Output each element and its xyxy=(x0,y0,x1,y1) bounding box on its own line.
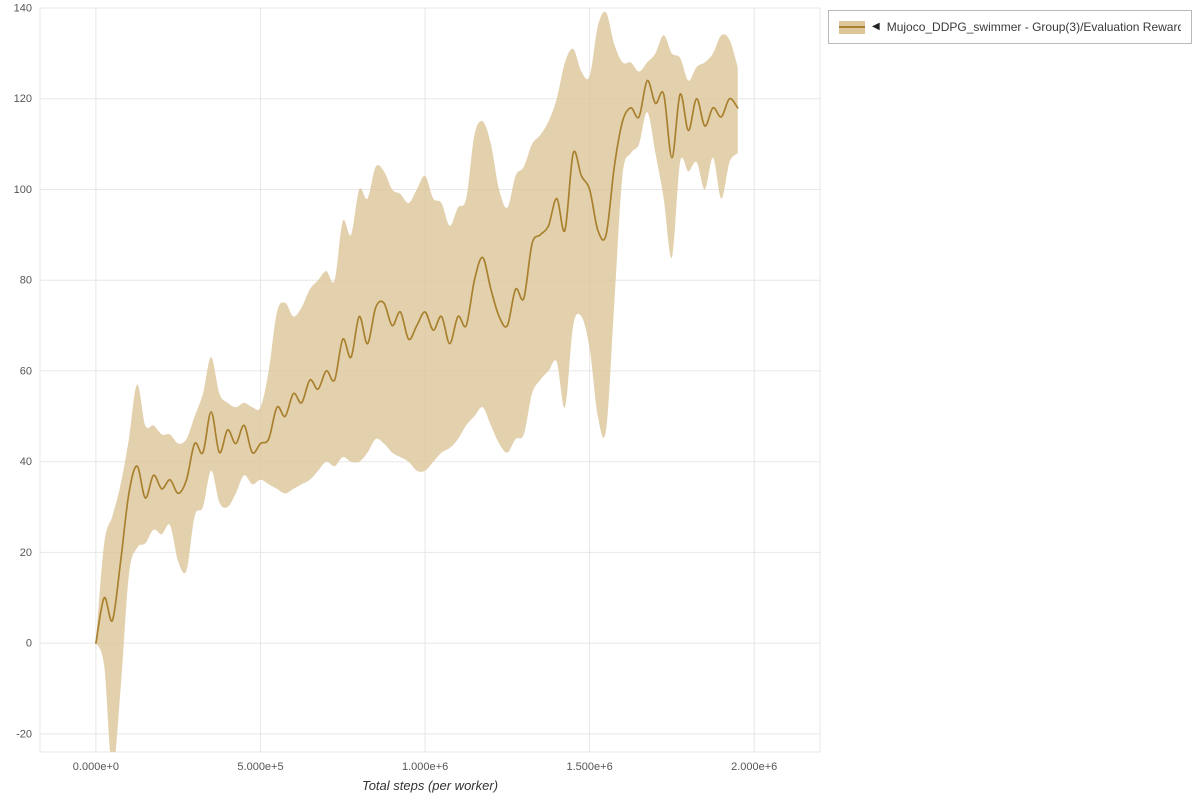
confidence-band xyxy=(95,11,738,752)
legend-swatch-line xyxy=(839,25,865,28)
x-tick-label: 1.000e+6 xyxy=(402,761,448,773)
series-line xyxy=(95,79,739,644)
y-tick-label: 100 xyxy=(14,184,32,196)
x-tick-label: 2.000e+6 xyxy=(731,761,777,773)
y-tick-label: 140 xyxy=(14,3,32,15)
x-tick-label: 0.000e+0 xyxy=(73,761,119,773)
y-tick-label: 80 xyxy=(20,275,32,287)
y-tick-label: 20 xyxy=(20,547,32,559)
x-axis-title: Total steps (per worker) xyxy=(361,778,499,793)
x-tick-label: 5.000e+5 xyxy=(237,761,283,773)
collapse-triangle-icon[interactable]: ◀ xyxy=(872,21,880,32)
y-tick-label: 40 xyxy=(20,456,32,468)
y-tick-label: 60 xyxy=(20,365,32,377)
y-tick-label: 0 xyxy=(26,638,32,650)
legend-series-label[interactable]: Mujoco_DDPG_swimmer - Group(3)/Evaluatio… xyxy=(886,20,1181,34)
x-tick-label: 1.500e+6 xyxy=(567,761,613,773)
legend: ◀ Mujoco_DDPG_swimmer - Group(3)/Evaluat… xyxy=(828,10,1192,44)
y-tick-label: 120 xyxy=(14,93,32,105)
y-tick-label: -20 xyxy=(16,728,32,740)
legend-swatch[interactable] xyxy=(839,20,865,34)
